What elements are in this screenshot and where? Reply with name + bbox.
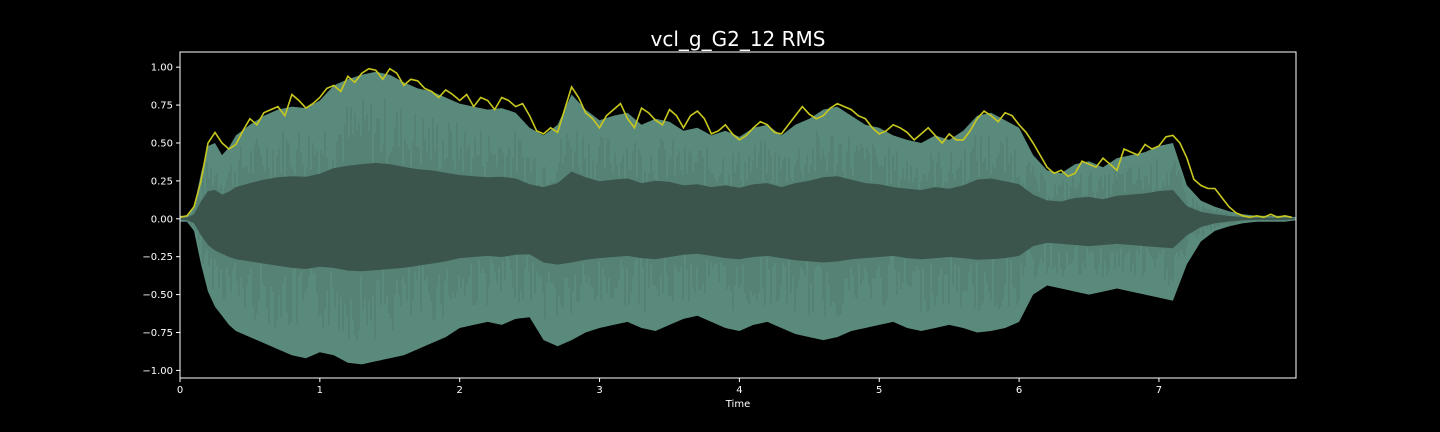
x-tick-label: 5 (876, 385, 882, 396)
y-tick-label: 0.50 (151, 138, 173, 149)
rms-line (179, 67, 1292, 219)
y-tick-label: 1.00 (151, 63, 173, 74)
x-axis-label: Time (725, 399, 750, 410)
y-tick-label: −0.50 (142, 290, 173, 301)
y-tick-label: 0.00 (151, 214, 173, 225)
chart-title: vcl_g_G2_12 RMS (651, 27, 826, 51)
x-tick-label: 7 (1156, 385, 1162, 396)
x-tick-label: 4 (736, 385, 742, 396)
x-tick-label: 1 (317, 385, 323, 396)
x-tick-label: 0 (177, 385, 183, 396)
y-tick-label: −0.25 (142, 252, 173, 263)
x-tick-label: 2 (457, 385, 463, 396)
y-tick-label: 0.25 (151, 176, 173, 187)
y-tick-label: 0.75 (151, 101, 173, 112)
x-tick-label: 3 (596, 385, 602, 396)
x-tick-label: 6 (1016, 385, 1022, 396)
plot-area (179, 67, 1296, 365)
y-tick-label: −1.00 (142, 366, 173, 377)
y-axis: 1.00 0.75 0.50 0.25 0.00 −0.25 −0.50 −0.75 −1.00 (142, 63, 180, 377)
waveform-core (180, 162, 1296, 272)
x-axis: 0 1 2 3 4 5 6 7 (177, 378, 1162, 396)
axes-frame (179, 51, 1297, 379)
y-tick-label: −0.75 (142, 328, 173, 339)
